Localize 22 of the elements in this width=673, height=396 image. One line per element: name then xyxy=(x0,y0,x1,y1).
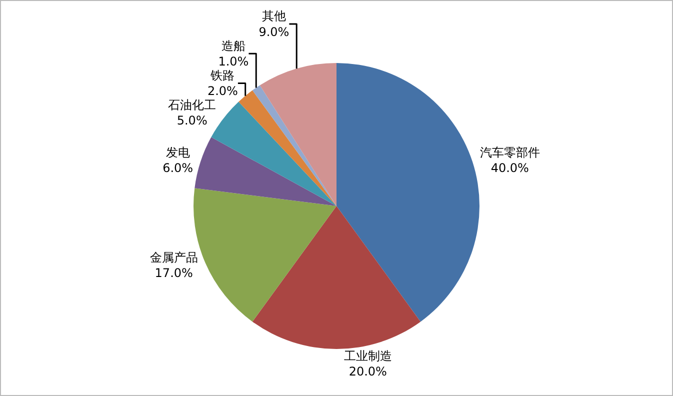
data-label: 17.0% xyxy=(154,266,193,280)
pie-slice xyxy=(260,63,336,206)
pie-slice xyxy=(252,85,336,206)
pie-slice xyxy=(336,63,480,322)
slice-label: 工业制造 xyxy=(344,349,392,363)
data-label: 40.0% xyxy=(490,161,529,176)
data-label: 1.0% xyxy=(218,54,249,68)
data-label: 9.0% xyxy=(258,24,290,39)
slice-label: 石油化工 xyxy=(168,98,216,112)
data-label: 20.0% xyxy=(348,364,387,379)
data-label: 2.0% xyxy=(207,84,238,98)
slice-label: 发电 xyxy=(166,146,190,160)
pie-slice xyxy=(252,206,421,349)
pie-slice xyxy=(194,137,336,206)
pie-slice xyxy=(238,90,336,206)
slice-label: 其他 xyxy=(262,9,286,24)
slice-label: 铁路 xyxy=(210,68,235,82)
data-label: 6.0% xyxy=(162,161,194,176)
slice-label: 造船 xyxy=(221,38,246,53)
data-label: 5.0% xyxy=(176,114,208,128)
slice-label: 汽车零部件 xyxy=(480,146,540,160)
slice-label: 金属产品 xyxy=(150,250,198,264)
